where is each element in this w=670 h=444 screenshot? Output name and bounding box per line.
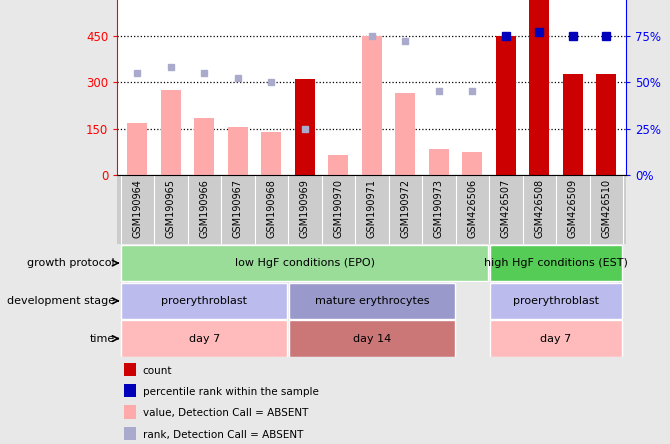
Text: proerythroblast: proerythroblast xyxy=(513,296,599,306)
Text: GSM190965: GSM190965 xyxy=(166,179,176,238)
Text: percentile rank within the sample: percentile rank within the sample xyxy=(143,387,319,397)
Text: growth protocol: growth protocol xyxy=(27,258,115,268)
Text: GSM190971: GSM190971 xyxy=(367,179,377,238)
Bar xyxy=(490,283,622,319)
Text: GSM426506: GSM426506 xyxy=(468,179,477,238)
Text: time: time xyxy=(90,333,115,344)
Bar xyxy=(121,283,287,319)
Bar xyxy=(121,245,488,281)
Bar xyxy=(429,149,449,175)
Bar xyxy=(529,0,549,175)
Bar xyxy=(289,283,455,319)
Text: GSM190970: GSM190970 xyxy=(334,179,343,238)
Bar xyxy=(563,74,583,175)
Text: GSM190969: GSM190969 xyxy=(300,179,310,238)
Bar xyxy=(161,90,181,175)
Text: value, Detection Call = ABSENT: value, Detection Call = ABSENT xyxy=(143,408,308,418)
Text: development stage: development stage xyxy=(7,296,115,306)
Bar xyxy=(362,36,382,175)
Text: mature erythrocytes: mature erythrocytes xyxy=(315,296,429,306)
Text: high HgF conditions (EST): high HgF conditions (EST) xyxy=(484,258,628,268)
Bar xyxy=(596,74,616,175)
Bar xyxy=(395,93,415,175)
Text: day 7: day 7 xyxy=(541,333,572,344)
Text: day 14: day 14 xyxy=(352,333,391,344)
Bar xyxy=(127,123,147,175)
Bar xyxy=(462,152,482,175)
Text: GSM190967: GSM190967 xyxy=(233,179,243,238)
Bar xyxy=(194,118,214,175)
Bar xyxy=(490,245,622,281)
Text: rank, Detection Call = ABSENT: rank, Detection Call = ABSENT xyxy=(143,430,303,440)
Bar xyxy=(121,321,287,357)
Text: GSM426509: GSM426509 xyxy=(568,179,578,238)
Text: GSM190972: GSM190972 xyxy=(401,179,410,238)
Bar xyxy=(328,155,348,175)
Text: GSM190964: GSM190964 xyxy=(133,179,142,238)
Bar xyxy=(289,321,455,357)
Text: GSM426508: GSM426508 xyxy=(535,179,544,238)
Text: GSM426507: GSM426507 xyxy=(501,179,511,238)
Bar xyxy=(261,132,281,175)
Bar xyxy=(496,36,516,175)
Text: proerythroblast: proerythroblast xyxy=(161,296,247,306)
Bar xyxy=(490,321,622,357)
Text: day 7: day 7 xyxy=(189,333,220,344)
Text: count: count xyxy=(143,366,172,376)
Text: GSM426510: GSM426510 xyxy=(602,179,611,238)
Bar xyxy=(228,127,248,175)
Text: GSM190968: GSM190968 xyxy=(267,179,276,238)
Text: low HgF conditions (EPO): low HgF conditions (EPO) xyxy=(235,258,375,268)
Text: GSM190966: GSM190966 xyxy=(200,179,209,238)
Text: GSM190973: GSM190973 xyxy=(434,179,444,238)
Bar xyxy=(295,79,315,175)
